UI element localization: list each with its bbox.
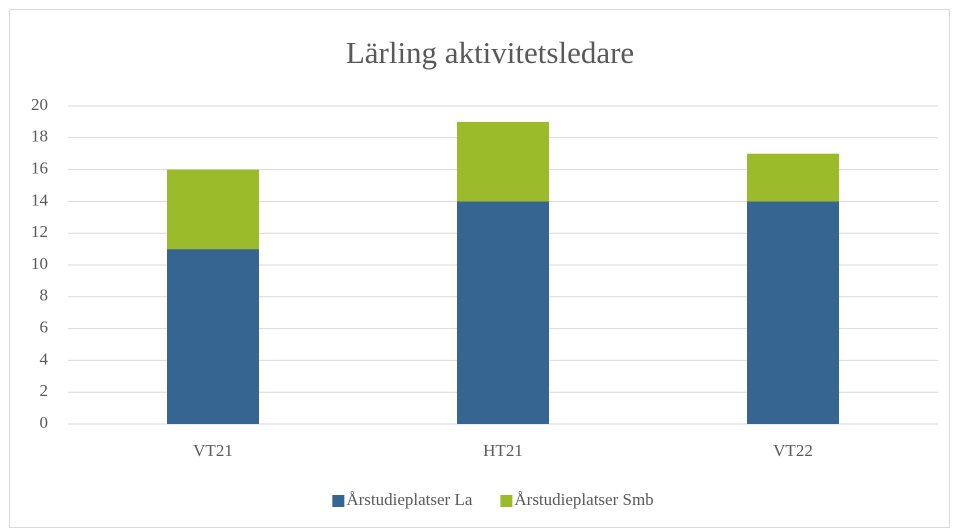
- y-tick-label: 8: [40, 286, 49, 305]
- legend-swatch: [332, 495, 345, 507]
- bar-segment: [167, 249, 259, 424]
- y-tick-label: 6: [40, 318, 49, 337]
- bar-segment: [457, 201, 549, 424]
- y-tick-label: 16: [31, 159, 48, 178]
- bar-segment: [747, 201, 839, 424]
- y-tick-label: 20: [31, 95, 48, 114]
- legend-label: Årstudieplatser La: [346, 490, 472, 509]
- x-tick-label: VT21: [193, 441, 233, 460]
- x-tick-label: HT21: [483, 441, 523, 460]
- y-tick-label: 12: [31, 222, 48, 241]
- y-tick-label: 10: [31, 254, 48, 273]
- x-tick-label: VT22: [773, 441, 813, 460]
- y-tick-label: 4: [40, 349, 49, 368]
- y-tick-label: 0: [40, 413, 49, 432]
- y-tick-label: 2: [40, 381, 49, 400]
- bar-segment: [167, 169, 259, 250]
- y-tick-label: 18: [31, 127, 48, 146]
- legend-swatch: [500, 495, 513, 507]
- bar-segment: [457, 121, 549, 202]
- bar-segment: [747, 153, 839, 202]
- chart-title: Lärling aktivitetsledare: [346, 35, 634, 70]
- y-tick-label: 14: [31, 190, 49, 209]
- legend-label: Årstudieplatser Smb: [514, 490, 653, 509]
